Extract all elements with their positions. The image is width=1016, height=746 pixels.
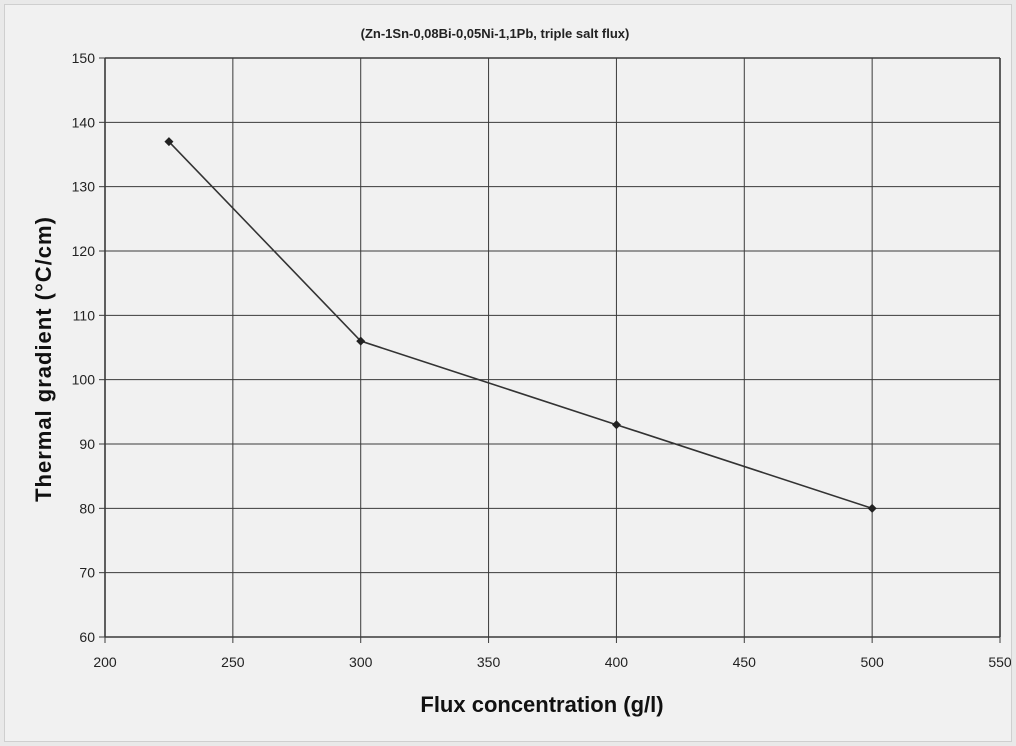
y-tick-label: 130 [72, 179, 96, 195]
y-tick-label: 90 [79, 436, 95, 452]
tick-labels: 60 70 80 90 100 110 120 130 140 150 200 250 300 350 40… [72, 50, 1011, 670]
chart-frame: (Zn-1Sn-0,08Bi-0,05Ni-1,1Pb, triple salt… [4, 4, 1012, 742]
y-tick-label: 120 [72, 243, 96, 259]
gridlines [99, 57, 1001, 643]
y-axis-label: Thermal gradient (°C/cm) [31, 216, 56, 502]
x-tick-label: 500 [860, 654, 884, 670]
x-axis-label: Flux concentration (g/l) [420, 692, 663, 717]
series-line [168, 141, 873, 510]
data-point [164, 137, 174, 147]
x-tick-label: 300 [349, 654, 373, 670]
y-tick-label: 70 [79, 565, 95, 581]
chart-title: (Zn-1Sn-0,08Bi-0,05Ni-1,1Pb, triple salt… [361, 26, 630, 41]
y-tick-label: 80 [79, 500, 95, 516]
x-tick-label: 400 [605, 654, 629, 670]
data-series [164, 137, 877, 513]
x-tick-label: 350 [477, 654, 501, 670]
x-tick-label: 550 [988, 654, 1011, 670]
x-tick-label: 450 [733, 654, 757, 670]
x-tick-label: 250 [221, 654, 245, 670]
data-point [867, 503, 877, 513]
y-tick-label: 60 [79, 629, 95, 645]
y-tick-label: 100 [72, 372, 96, 388]
y-tick-label: 150 [72, 50, 96, 66]
y-tick-label: 110 [73, 307, 96, 323]
line-chart: (Zn-1Sn-0,08Bi-0,05Ni-1,1Pb, triple salt… [31, 26, 1011, 717]
y-tick-label: 140 [72, 114, 96, 130]
x-tick-label: 200 [93, 654, 117, 670]
data-point [356, 336, 366, 346]
data-point [611, 420, 621, 430]
